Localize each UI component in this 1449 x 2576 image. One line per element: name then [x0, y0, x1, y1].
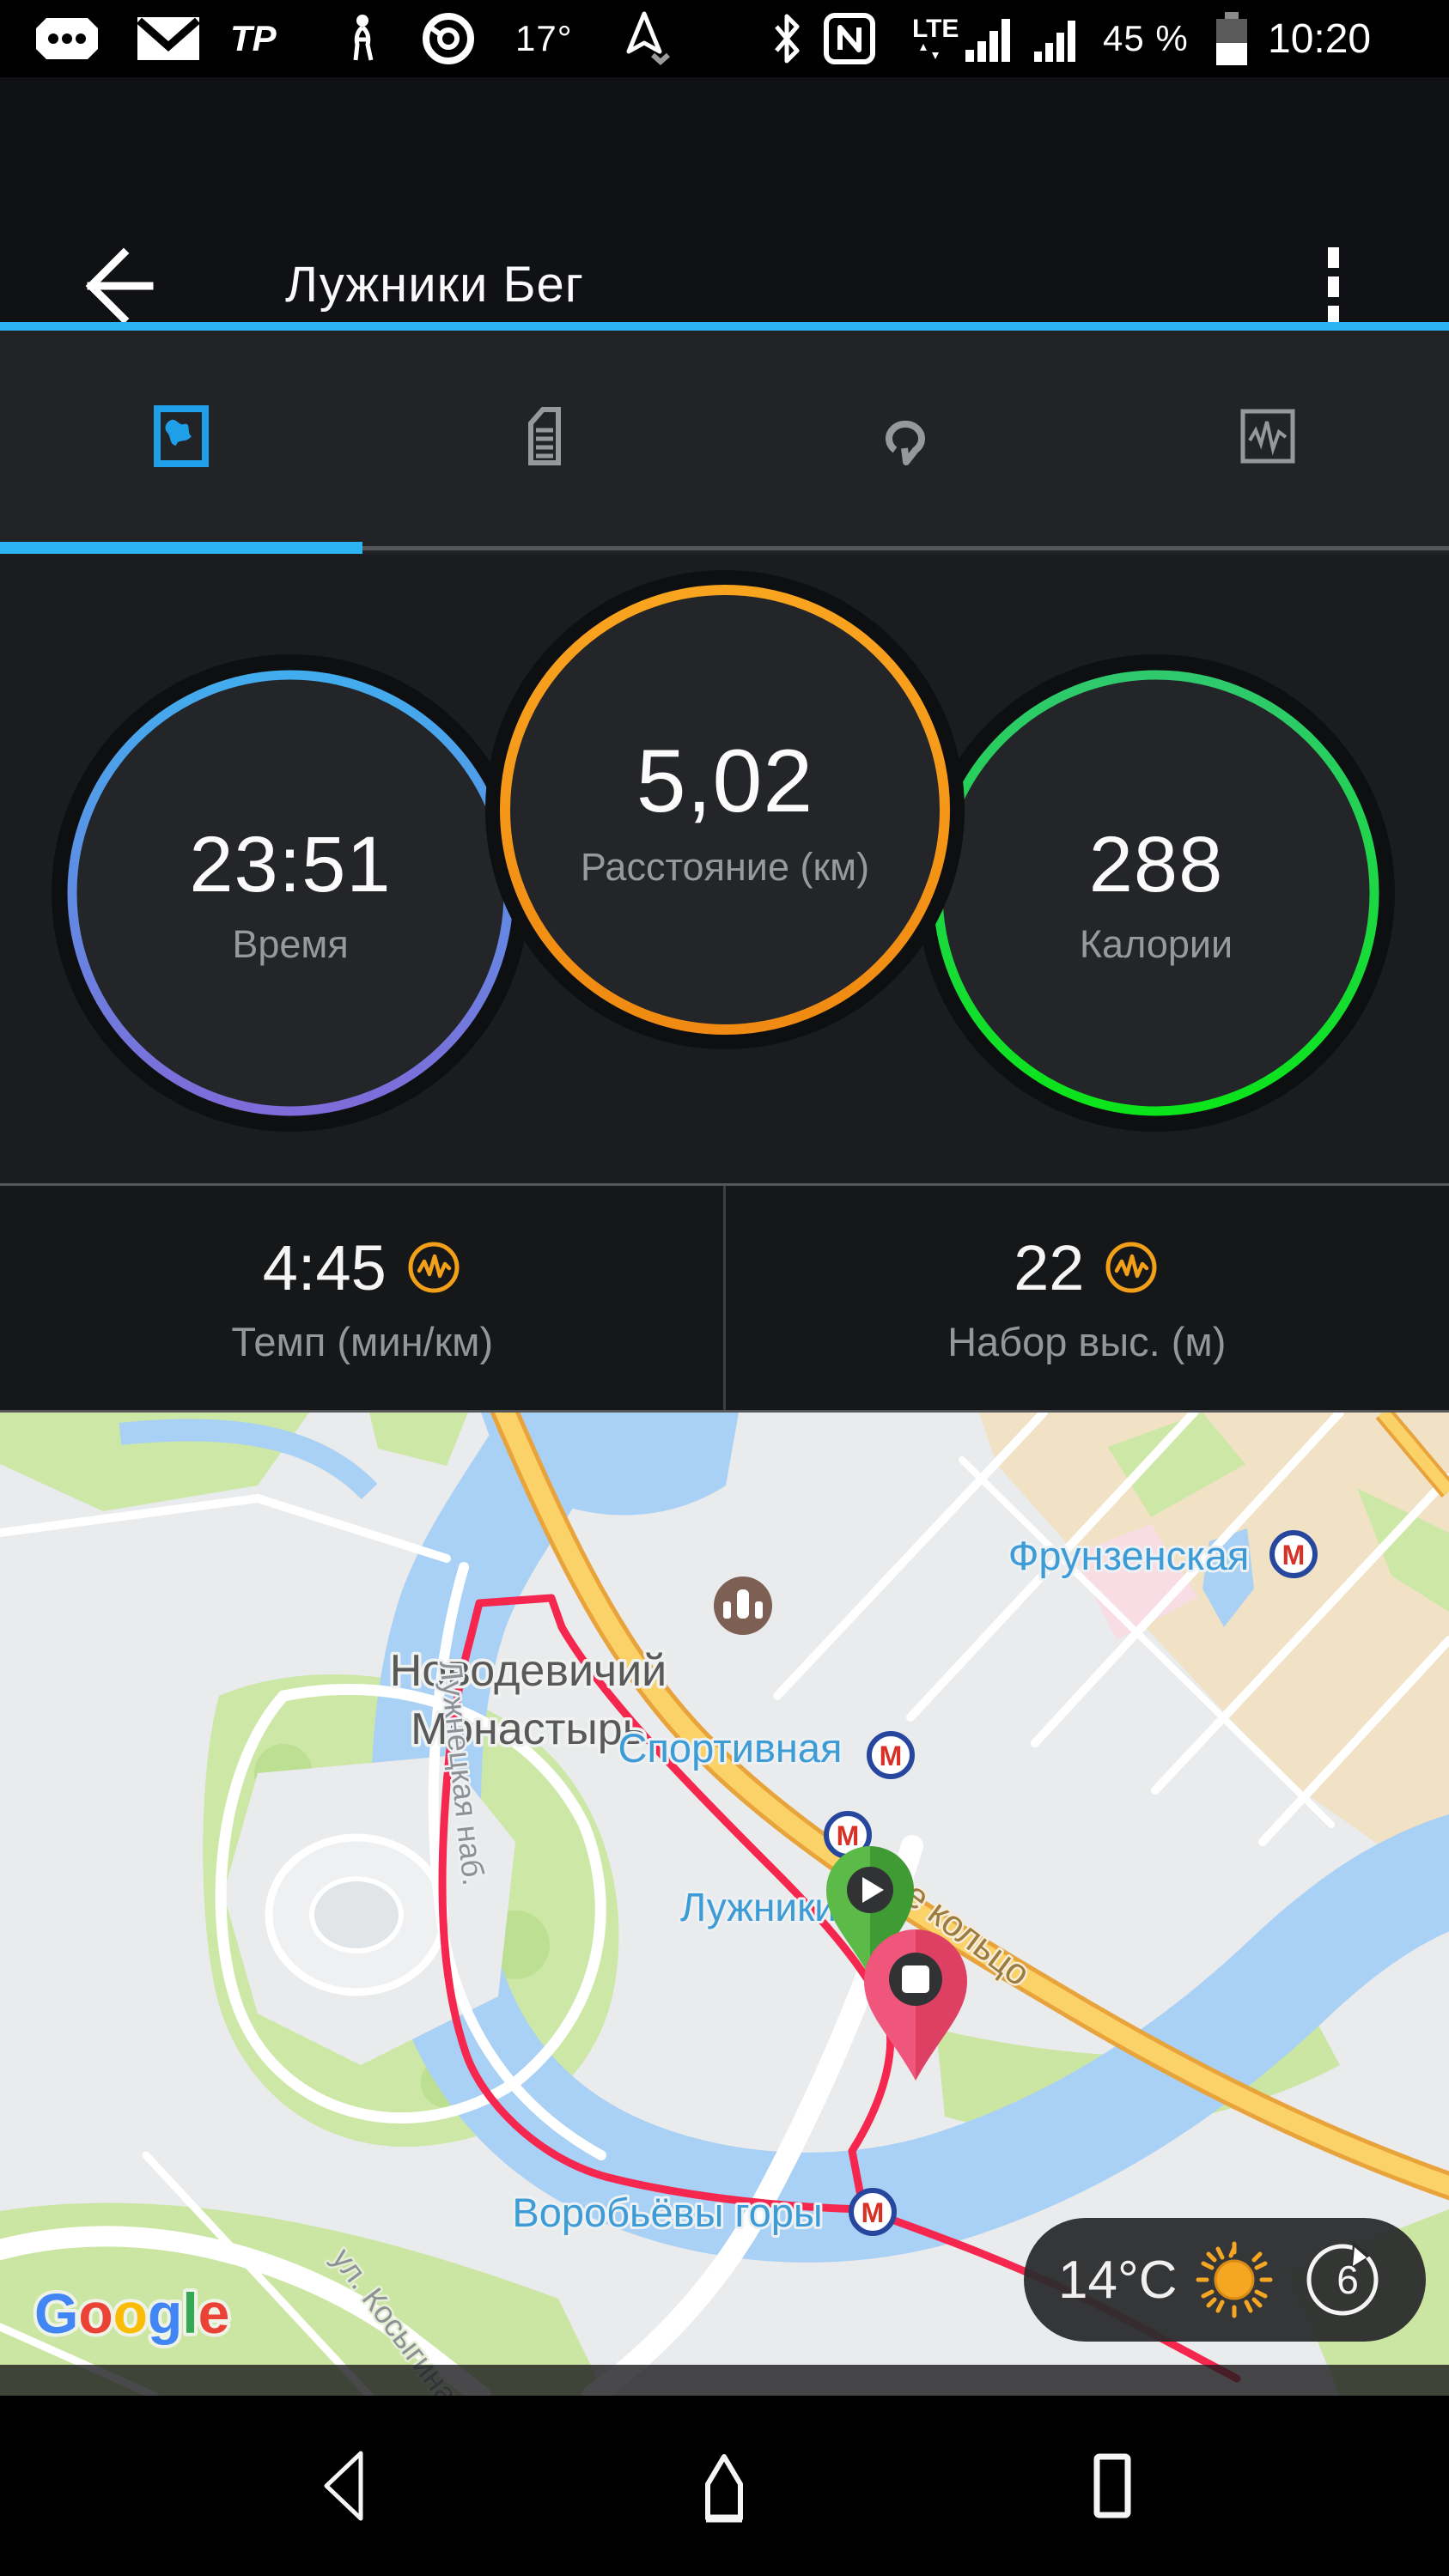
charts-icon	[1240, 409, 1295, 463]
status-bar: TP 17° LTE 45 % 10:20	[0, 0, 1449, 77]
bluetooth-icon	[770, 0, 804, 77]
lte-indicator: LTE	[912, 0, 959, 77]
active-tab-indicator	[0, 542, 362, 554]
svg-text:М: М	[837, 1820, 860, 1851]
summary-rings-panel: 23:51 Время 288 Калории	[0, 554, 1449, 1183]
distance-value: 5,02	[636, 731, 814, 831]
mail-notification-icon	[136, 0, 201, 77]
stop-icon	[902, 1965, 929, 1993]
map-label-district-2: Монастырь	[411, 1704, 646, 1754]
signal-bars-icon	[964, 0, 1017, 77]
metro-icon-frunzenskaya: М	[1269, 1530, 1318, 1578]
google-attribution: Google	[34, 2281, 229, 2345]
time-value: 23:51	[189, 820, 392, 908]
play-icon	[862, 1877, 884, 1903]
metro-icon-sportivnaya: М	[867, 1731, 915, 1779]
start-marker	[826, 1846, 914, 1978]
secondary-stats-row: 4:45 Темп (мин/км) 22 Набор выс. (м)	[0, 1183, 1449, 1413]
navigation-arrow-icon	[620, 0, 675, 77]
pace-value: 4:45	[262, 1231, 387, 1303]
map-label-vorobyovy: Воробьёвы горы	[512, 2190, 822, 2235]
metro-icon-vorobyovy: М	[849, 2188, 897, 2236]
calories-value: 288	[1088, 820, 1224, 908]
activity-snapshot-icon	[153, 404, 209, 467]
signal-bars-2-icon	[1032, 0, 1082, 77]
route-map[interactable]: М М М М Новодевичий Монастырь Фрунзенска…	[0, 1413, 1449, 2396]
nav-home-icon	[705, 2454, 743, 2523]
nav-recents-icon	[1093, 2453, 1131, 2518]
laps-loop-icon	[886, 420, 926, 465]
gauge-icon: 6	[1306, 2242, 1379, 2316]
weather-notification-temp: 17°	[515, 18, 573, 58]
elevation-value: 22	[1014, 1231, 1085, 1303]
calories-label: Калории	[1079, 921, 1233, 966]
accent-divider	[0, 322, 1449, 331]
elevation-label: Набор выс. (м)	[947, 1318, 1227, 1364]
nfc-icon	[823, 0, 876, 77]
distance-ring: 5,02 Расстояние (км)	[484, 569, 965, 1050]
map-label-luzhniki: Лужники	[680, 1885, 837, 1929]
nav-home-button[interactable]	[681, 2443, 767, 2529]
battery-percent-label: 45 %	[1103, 18, 1189, 58]
calories-ring: 288 Калории	[916, 653, 1397, 1133]
distance-label: Расстояние (км)	[580, 844, 870, 889]
chat-notification-icon	[34, 0, 100, 77]
map-label-frunzenskaya: Фрунзенская	[1008, 1533, 1250, 1578]
elevation-cell: 22 Набор выс. (м)	[725, 1186, 1449, 1410]
time-label: Время	[232, 921, 349, 966]
weather-temperature: 14°C	[1058, 2250, 1178, 2310]
nav-back-icon	[324, 2451, 363, 2521]
tab-hairline	[0, 546, 1449, 550]
fitness-walker-icon	[345, 0, 380, 77]
weather-chip[interactable]: 14°C 6	[1024, 2218, 1426, 2342]
map-label-district-1: Новодевичий	[390, 1646, 667, 1696]
time-ring: 23:51 Время	[50, 653, 531, 1133]
stop-marker	[864, 1929, 967, 2081]
pace-pulse-icon	[408, 1242, 460, 1293]
tab-details[interactable]	[362, 331, 725, 541]
pace-cell: 4:45 Темп (мин/км)	[0, 1186, 725, 1410]
pace-label: Темп (мин/км)	[231, 1318, 494, 1364]
gauge-value: 6	[1336, 2257, 1359, 2302]
monastery-poi-icon	[714, 1577, 772, 1635]
sun-icon	[1196, 2241, 1273, 2318]
app-bar: Лужники Бег	[0, 77, 1449, 326]
carrier-notification-label: TP	[230, 18, 277, 58]
svg-text:М: М	[1282, 1540, 1306, 1571]
battery-icon	[1215, 0, 1249, 77]
nav-recents-button[interactable]	[1069, 2443, 1155, 2529]
clock-label: 10:20	[1268, 15, 1372, 62]
back-button[interactable]	[74, 245, 156, 327]
details-list-icon	[527, 406, 561, 465]
nav-back-button[interactable]	[301, 2443, 387, 2529]
elevation-pulse-icon	[1105, 1242, 1157, 1293]
map-label-sportivnaya: Спортивная	[618, 1725, 843, 1771]
svg-text:М: М	[880, 1741, 903, 1771]
tab-laps[interactable]	[725, 331, 1087, 541]
overflow-menu-button[interactable]	[1307, 242, 1359, 331]
tab-activity-snapshot[interactable]	[0, 331, 362, 541]
chrome-notification-icon	[423, 0, 474, 77]
route-polyline	[438, 1594, 1241, 2383]
tab-charts[interactable]	[1087, 331, 1449, 541]
tab-bar	[0, 331, 1449, 554]
android-nav-bar	[0, 2396, 1449, 2576]
page-title: Лужники Бег	[285, 257, 584, 313]
svg-text:М: М	[861, 2197, 885, 2228]
